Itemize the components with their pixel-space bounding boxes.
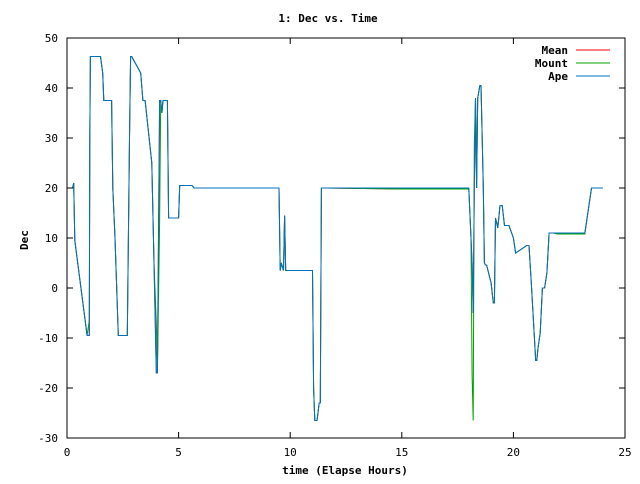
chart-title: 1: Dec vs. Time xyxy=(278,12,378,25)
legend-label-mean: Mean xyxy=(542,44,569,57)
plot-area xyxy=(67,56,603,421)
series-line-ape xyxy=(67,56,603,421)
y-tick-label: 10 xyxy=(45,232,58,245)
axes: -30 -20 -10 0 10 20 30 40 50 0 5 10 15 20 25 xyxy=(38,32,632,459)
x-tick-label: 15 xyxy=(395,446,408,459)
x-tick-label: 25 xyxy=(618,446,631,459)
x-tick-label: 20 xyxy=(507,446,520,459)
legend-label-ape: Ape xyxy=(548,70,568,83)
x-tick-label: 10 xyxy=(284,446,297,459)
y-axis-label: Dec xyxy=(18,230,31,250)
y-tick-label: -30 xyxy=(38,432,58,445)
legend-label-mount: Mount xyxy=(535,57,568,70)
y-tick-label: 20 xyxy=(45,182,58,195)
y-tick-label: 0 xyxy=(51,282,58,295)
y-tick-label: 30 xyxy=(45,132,58,145)
y-tick-label: 40 xyxy=(45,82,58,95)
y-tick-label: -20 xyxy=(38,382,58,395)
y-tick-label: 50 xyxy=(45,32,58,45)
x-axis-label: time (Elapse Hours) xyxy=(282,464,408,477)
x-tick-label: 5 xyxy=(175,446,182,459)
y-tick-label: -10 xyxy=(38,332,58,345)
x-tick-label: 0 xyxy=(64,446,71,459)
